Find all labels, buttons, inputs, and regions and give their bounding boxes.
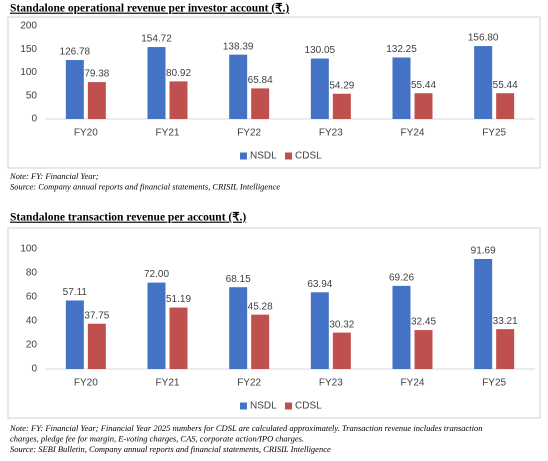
x-tick-label: FY20 (74, 378, 98, 389)
y-tick-label: 0 (31, 114, 37, 125)
value-label: 63.94 (307, 279, 332, 290)
bar (251, 314, 270, 369)
value-label: 156.80 (468, 33, 499, 44)
x-tick-label: FY25 (482, 378, 506, 389)
x-tick-label: FY24 (401, 378, 425, 389)
bar (332, 93, 351, 119)
value-label: 45.28 (248, 301, 273, 312)
chart-frame (7, 227, 541, 419)
note: Source: SEBI Bulletin, Company annual re… (10, 444, 331, 454)
bar (496, 329, 515, 369)
value-label: 132.25 (386, 44, 417, 55)
value-label: 55.44 (411, 80, 436, 91)
value-label: 68.15 (226, 274, 251, 285)
value-label: 30.32 (329, 319, 354, 330)
y-tick-label: 60 (26, 292, 38, 303)
bar (310, 292, 329, 369)
legend-label: NSDL (250, 401, 277, 412)
value-label: 51.19 (166, 294, 191, 305)
y-tick-label: 40 (26, 316, 38, 327)
value-label: 54.29 (329, 80, 354, 91)
value-label: 57.11 (63, 287, 88, 298)
chart-title: Standalone operational revenue per inves… (10, 3, 289, 15)
y-tick-label: 80 (26, 268, 38, 279)
bar (169, 81, 188, 119)
bar (87, 323, 106, 369)
x-tick-label: FY23 (319, 128, 343, 139)
bar (147, 47, 166, 119)
x-tick-label: FY22 (237, 128, 261, 139)
note: Note: FY: Financial Year; Financial Year… (9, 423, 483, 433)
value-label: 138.39 (223, 41, 254, 52)
y-tick-label: 100 (20, 67, 37, 78)
legend-label: NSDL (250, 151, 277, 162)
value-label: 154.72 (141, 34, 172, 45)
legend-label: CDSL (295, 401, 322, 412)
value-label: 130.05 (305, 45, 336, 56)
bar (87, 82, 106, 119)
value-label: 91.69 (471, 246, 496, 257)
note: Source: Company annual reports and finan… (10, 181, 280, 191)
y-tick-label: 0 (31, 364, 37, 375)
value-label: 79.38 (84, 69, 109, 80)
value-label: 69.26 (389, 273, 414, 284)
bar (392, 57, 411, 119)
x-tick-label: FY21 (156, 128, 180, 139)
x-tick-label: FY21 (156, 378, 180, 389)
x-tick-label: FY25 (482, 128, 506, 139)
bar (392, 285, 411, 369)
note: charges, pledge fee for margin, E-voting… (10, 433, 304, 443)
value-label: 55.44 (493, 80, 518, 91)
value-label: 65.84 (248, 75, 273, 86)
bar (229, 287, 248, 369)
value-label: 126.78 (60, 47, 91, 58)
bar (332, 332, 351, 369)
bar (310, 58, 329, 119)
y-tick-label: 20 (26, 340, 38, 351)
bar (65, 300, 84, 369)
y-tick-label: 50 (26, 90, 38, 101)
bar (147, 282, 166, 369)
value-label: 33.21 (493, 316, 518, 327)
x-tick-label: FY23 (319, 378, 343, 389)
legend-swatch (240, 402, 247, 410)
x-tick-label: FY22 (237, 378, 261, 389)
legend-label: CDSL (295, 151, 322, 162)
bar (474, 46, 493, 120)
bar (251, 88, 270, 119)
y-tick-label: 200 (20, 21, 37, 32)
y-tick-label: 100 (20, 244, 37, 255)
bar (474, 258, 493, 369)
note: Note: FY: Financial Year; (9, 171, 99, 181)
value-label: 32.45 (411, 317, 436, 328)
legend-swatch (285, 402, 292, 410)
legend-swatch (285, 152, 292, 160)
chart-frame (7, 16, 541, 169)
legend-swatch (240, 152, 247, 160)
bar (496, 93, 515, 119)
bar (414, 93, 433, 119)
bar (229, 54, 248, 119)
bar (414, 330, 433, 369)
chart-title: Standalone transaction revenue per accou… (10, 212, 246, 224)
value-label: 37.75 (84, 310, 109, 321)
bar (169, 307, 188, 369)
y-tick-label: 150 (20, 44, 37, 55)
x-tick-label: FY24 (401, 128, 425, 139)
value-label: 72.00 (144, 269, 169, 280)
bar (65, 60, 84, 119)
value-label: 80.92 (166, 68, 191, 79)
x-tick-label: FY20 (74, 128, 98, 139)
